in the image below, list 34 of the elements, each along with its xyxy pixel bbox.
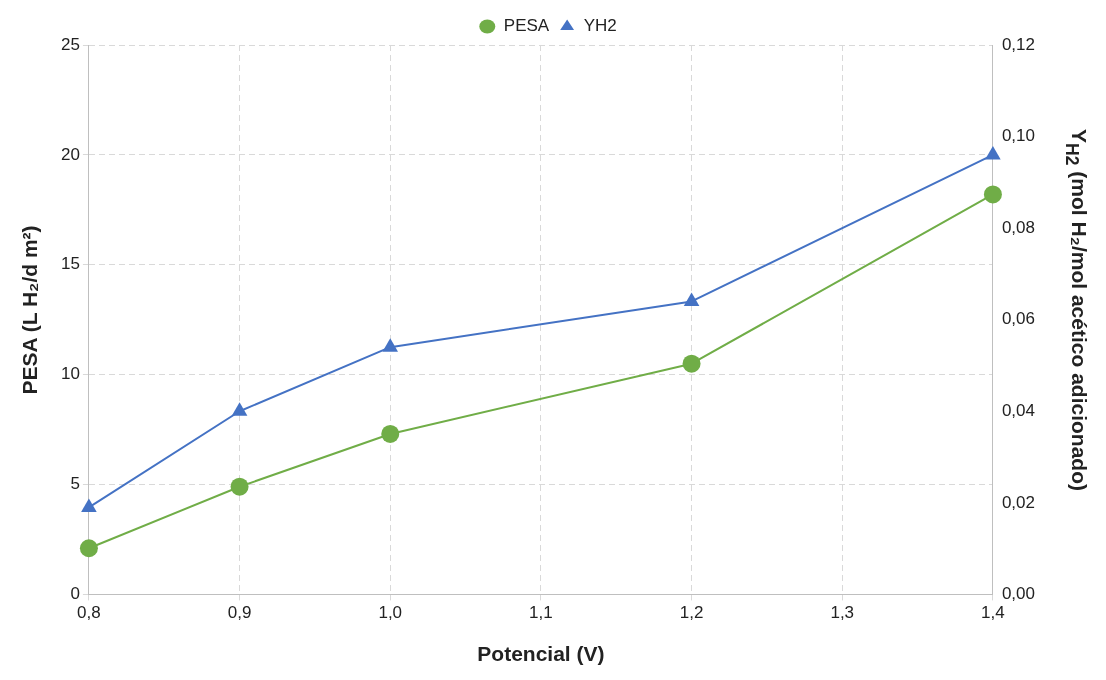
y2-tick-label: 0,00 <box>1001 584 1036 604</box>
point <box>985 145 1001 160</box>
point <box>682 354 701 373</box>
point <box>983 185 1002 204</box>
y2-tick-label: 0,10 <box>1001 126 1036 146</box>
y-tick-label: 15 <box>60 254 80 274</box>
point <box>683 292 700 306</box>
x-tick-label: 1,1 <box>529 603 553 623</box>
y2-tick-label: 0,04 <box>1001 400 1036 420</box>
x-tick-label: 0,9 <box>227 603 252 623</box>
point <box>81 498 97 512</box>
point <box>382 338 399 352</box>
y-axis-title: PESA (L H₂/d m²) <box>18 225 42 395</box>
y2-tick-label: 0,08 <box>1001 217 1036 237</box>
point <box>231 402 248 416</box>
x-tick-label: 1,0 <box>378 603 403 623</box>
y-tick-label: 20 <box>60 144 80 164</box>
y-tick-label: 10 <box>60 364 80 384</box>
point <box>79 539 98 558</box>
point <box>230 477 249 496</box>
x-tick-label: 1,3 <box>830 603 855 623</box>
y2-tick-label: 0,02 <box>1001 492 1036 512</box>
point <box>381 424 400 443</box>
x-tick-label: 1,4 <box>981 603 1005 623</box>
y-tick-label: 25 <box>60 34 80 54</box>
x-axis-title: Potencial (V) <box>477 642 605 666</box>
y-tick-label: 0 <box>70 584 80 604</box>
legend-label: PESA <box>503 16 550 36</box>
y2-tick-label: 0,12 <box>1001 34 1036 54</box>
x-tick-label: 1,2 <box>679 603 704 623</box>
y-tick-label: 5 <box>70 474 80 494</box>
legend-label: YH2 <box>583 16 617 36</box>
y2-tick-label: 0,06 <box>1001 309 1036 329</box>
x-tick-label: 0,8 <box>77 603 101 623</box>
